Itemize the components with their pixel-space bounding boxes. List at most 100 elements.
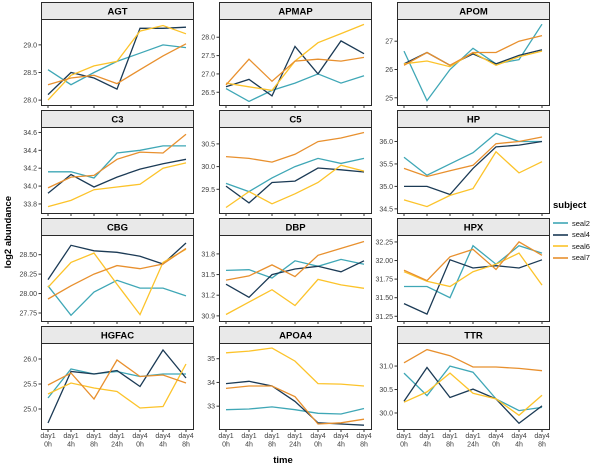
facet-APOM: APOM 25 26 27	[385, 2, 550, 108]
line-seal6	[403, 372, 543, 417]
y-tick-label: 34.4	[23, 148, 37, 155]
line-seal6	[47, 248, 187, 316]
facet-row-1: AGT 28.0 28.5 29.0 APMAP 26.5 27.0 27.5 28.0 APOM…	[16, 2, 550, 108]
x-tick-label: day1 8h	[264, 433, 279, 449]
x-tick-label: day4 8h	[178, 433, 193, 449]
facet-HGFAC: HGFAC 25.0 25.5 26.0 day1 0h day1 4h day1 8h day1 2…	[23, 326, 194, 449]
x-tick-label: day1 4h	[419, 433, 434, 449]
y-tick-label: 26	[385, 67, 393, 74]
line-seal2	[48, 145, 186, 179]
y-axis-title: log2 abundance	[2, 196, 14, 269]
y-tick-label: 30.5	[201, 141, 215, 148]
line-seal2	[47, 279, 187, 317]
y-tick-label: 29.5	[201, 187, 215, 194]
y-tick-label: 35.0	[379, 184, 393, 191]
y-tick-label: 28.0	[23, 98, 37, 105]
facet-HP: HP 34.5 35.0 35.5 36.0	[379, 110, 550, 216]
facet-HPX: HPX 31.25 31.50 31.75 32.00 32.25	[375, 218, 550, 324]
y-tick-label: 28.50	[19, 252, 37, 259]
legend-key-line-icon	[553, 256, 568, 259]
line-seal4	[47, 26, 187, 96]
x-tick-label: day1 8h	[442, 433, 457, 449]
y-tick-label: 33.8	[23, 201, 37, 208]
y-tick-label: 31.25	[375, 314, 393, 321]
y-tick-label: 26.0	[23, 357, 37, 364]
x-tick-label: day1 0h	[40, 433, 55, 449]
y-tick-label: 25.5	[23, 382, 37, 389]
line-seal7	[47, 359, 187, 401]
line-seal6	[403, 150, 543, 208]
y-tick-label: 34.5	[379, 206, 393, 213]
line-seal4	[403, 366, 543, 425]
line-seal4	[404, 140, 543, 196]
facet-row-3: CBG 27.75 28.00 28.25 28.50 DBP 30.9 31.2 31.5 31…	[16, 218, 550, 324]
y-tick-label: 33	[207, 404, 215, 411]
y-tick-label: 27.75	[19, 311, 37, 318]
x-tick-label: day1 24h	[109, 433, 124, 449]
legend-label: seal4	[572, 230, 590, 240]
facet-TTR: TTR 30.0 30.5 31.0 day1 0h day1 4h day1 8h day1 24h…	[379, 326, 550, 449]
x-tick-label: day1 24h	[465, 433, 480, 449]
legend-label: seal6	[572, 241, 590, 251]
y-tick-label: 28.00	[19, 291, 37, 298]
line-seal7	[403, 241, 543, 282]
y-tick-label: 30.9	[201, 313, 215, 320]
y-tick-label: 35.5	[379, 161, 393, 168]
facet-title: HPX	[464, 223, 484, 234]
y-tick-label: 32.25	[375, 239, 393, 246]
y-tick-label: 34	[207, 380, 215, 387]
x-tick-label: day4 4h	[155, 433, 170, 449]
y-tick-label: 31.0	[379, 364, 393, 371]
x-tick-label: day4 4h	[511, 433, 526, 449]
y-tick-label: 32.00	[375, 258, 393, 265]
x-tick-label: day1 4h	[241, 433, 256, 449]
x-tick-label: day4 0h	[488, 433, 503, 449]
y-tick-label: 25	[385, 95, 393, 102]
line-seal6	[47, 363, 187, 409]
y-tick-label: 31.8	[201, 251, 215, 258]
legend-title: subject	[553, 200, 587, 212]
facet-title: DBP	[285, 223, 306, 234]
facet-DBP: DBP 30.9 31.2 31.5 31.8	[201, 218, 372, 324]
line-seal7	[225, 385, 365, 425]
line-seal7	[403, 348, 543, 372]
line-seal7	[47, 247, 187, 300]
facet-row-4: HGFAC 25.0 25.5 26.0 day1 0h day1 4h day1 8h day1 2…	[16, 326, 550, 454]
line-seal4	[225, 40, 365, 97]
line-seal6	[225, 278, 365, 316]
y-tick-label: 25.0	[23, 407, 37, 414]
facet-title: C5	[289, 115, 302, 126]
legend: subject seal2 seal4 seal6 seal7	[550, 0, 601, 465]
line-seal6	[225, 164, 365, 209]
line-seal4	[225, 167, 365, 204]
legend-item-seal6: seal6	[553, 242, 590, 251]
line-seal7	[403, 34, 543, 67]
legend-item-seal2: seal2	[553, 219, 590, 228]
x-tick-label: day1 4h	[63, 433, 78, 449]
facet-title: APMAP	[278, 7, 313, 18]
legend-items: seal2 seal4 seal6 seal7	[553, 216, 590, 265]
y-tick-label: 27.0	[201, 71, 215, 78]
line-seal2	[225, 73, 365, 103]
line-seal7	[225, 131, 365, 163]
line-seal2	[225, 258, 365, 279]
y-tick-label: 29.0	[23, 42, 37, 49]
y-tick-label: 26.5	[201, 90, 215, 97]
line-seal2	[404, 244, 543, 299]
facet-row-2: C3 33.8 34.0 34.2 34.4 34.6 C5 29.5 30.0 30.5 HP 34…	[16, 110, 550, 216]
line-seal2	[225, 406, 365, 415]
x-tick-label: day1 8h	[86, 433, 101, 449]
facet-AGT: AGT 28.0 28.5 29.0	[23, 2, 194, 108]
y-tick-label: 28.0	[201, 35, 215, 42]
plot-area: AGT 28.0 28.5 29.0 APMAP 26.5 27.0 27.5 28.0 APOM…	[16, 0, 550, 465]
line-seal2	[47, 368, 186, 399]
y-tick-label: 31.5	[201, 272, 215, 279]
facet-title: TTR	[464, 331, 483, 342]
y-tick-label: 36.0	[379, 139, 393, 146]
line-seal7	[47, 133, 187, 189]
y-tick-label: 35	[207, 356, 215, 363]
facet-title: HGFAC	[101, 331, 134, 342]
facet-grid: AGT 28.0 28.5 29.0 APMAP 26.5 27.0 27.5 28.0 APOM…	[16, 2, 550, 454]
line-seal4	[403, 258, 543, 315]
